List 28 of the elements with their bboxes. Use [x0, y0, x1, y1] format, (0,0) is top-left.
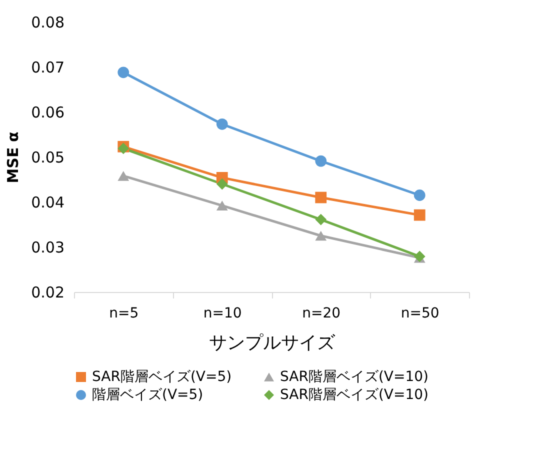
y-tick-label: 0.06: [31, 104, 64, 122]
legend-label: SAR階層ベイズ(V=10): [280, 387, 428, 403]
x-tick-label: n=5: [109, 306, 139, 322]
point: [315, 230, 327, 241]
point: [315, 192, 327, 204]
point: [118, 66, 130, 78]
y-tick-label: 0.08: [31, 14, 64, 32]
y-tick-label: 0.05: [31, 148, 64, 166]
x-axis-title: サンプルサイズ: [209, 332, 336, 354]
x-tick-label: n=10: [203, 306, 242, 322]
y-tick-label: 0.02: [31, 284, 64, 302]
y-tick-label: 0.04: [31, 194, 64, 212]
point: [414, 190, 426, 201]
y-axis-title: MSE α: [4, 132, 22, 184]
legend-label: SAR階層ベイズ(V=10): [280, 369, 428, 385]
x-tick-label: n=20: [302, 306, 341, 322]
point: [315, 155, 327, 167]
point: [315, 214, 327, 226]
point: [216, 118, 228, 130]
point: [118, 170, 130, 181]
point: [216, 178, 228, 190]
legend-label: 階層ベイズ(V=5): [92, 387, 204, 403]
y-tick-label: 0.03: [31, 238, 64, 256]
legend-label: SAR階層ベイズ(V=5): [92, 369, 232, 385]
y-tick-label: 0.07: [31, 58, 64, 76]
point: [216, 200, 228, 211]
point: [414, 209, 426, 221]
x-tick-label: n=50: [400, 306, 440, 322]
